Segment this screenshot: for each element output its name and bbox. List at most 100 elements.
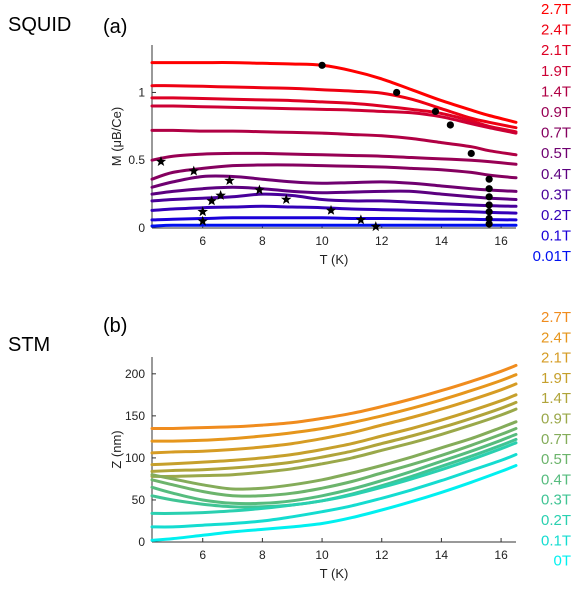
stm-legend-0T: 0T (553, 553, 571, 570)
squid-legend-1_9T: 1.9T (541, 63, 571, 80)
squid-series-0_5T (150, 174, 518, 193)
stm-series-0_1T (150, 453, 518, 529)
stm-legend-1_4T: 1.4T (541, 390, 571, 407)
squid-dot-marker (485, 214, 493, 223)
squid-x-axis-label: T (K) (320, 252, 349, 267)
squid-legend-0_7T: 0.7T (541, 125, 571, 142)
squid-series-0_4T (150, 185, 518, 201)
squid-legend-2_4T: 2.4T (541, 22, 571, 39)
squid-star-marker (224, 175, 235, 185)
squid-dot-marker (485, 201, 493, 209)
stm-series-0T (150, 464, 518, 542)
stm-legend-0_7T: 0.7T (541, 431, 571, 448)
stm-x-axis-label: T (K) (320, 566, 349, 581)
squid-series-0_01T (150, 223, 518, 228)
squid-star-marker (325, 204, 337, 215)
stm-series-0_2T (150, 441, 518, 515)
squid-dot-marker (485, 175, 493, 183)
squid-star-marker (197, 206, 208, 217)
squid-dot-marker (446, 121, 454, 129)
squid-x-tick-label: 12 (375, 234, 389, 248)
squid-legend-0_3T: 0.3T (541, 186, 571, 203)
stm-series-0_9T (150, 407, 518, 478)
stm-series-2_7T (150, 363, 518, 431)
squid-series-0_2T (150, 204, 518, 215)
squid-star-marker (254, 184, 265, 195)
squid-y-tick-label: 1 (138, 85, 145, 99)
squid-legend-1_4T: 1.4T (541, 83, 571, 100)
stm-series-0_4T (150, 432, 518, 506)
squid-legend-0_1T: 0.1T (541, 228, 571, 245)
stm-y-tick-label: 200 (125, 367, 145, 381)
squid-y-tick-label: 0 (138, 221, 145, 235)
squid-legend-0_01T: 0.01T (533, 248, 571, 265)
squid-series-2_7T (150, 61, 518, 124)
squid-star-marker (281, 194, 292, 204)
squid-series-2_4T (150, 84, 518, 130)
squid-series-0_1T (150, 216, 518, 222)
stm-series-2_4T (150, 373, 518, 443)
stm-series-1_4T (150, 400, 518, 473)
stm-legend-0_3T: 0.3T (541, 492, 571, 509)
squid-dot-marker (431, 107, 440, 116)
stm-series-2_1T (150, 382, 518, 455)
stm-legend-1_9T: 1.9T (541, 370, 571, 387)
squid-series-0_7T (150, 163, 518, 181)
squid-dot-marker (485, 208, 493, 216)
stm-x-tick-label: 8 (259, 548, 266, 562)
squid-y-tick-label: 0.5 (128, 153, 145, 167)
stm-legend-2_4T: 2.4T (541, 329, 571, 346)
squid-dot-marker (485, 220, 493, 228)
squid-series-0_9T (150, 151, 518, 166)
stm-y-tick-label: 150 (125, 409, 145, 423)
stm-x-tick-label: 10 (315, 548, 329, 562)
squid-x-tick-label: 10 (315, 234, 329, 248)
stm-x-tick-label: 14 (435, 548, 449, 562)
stm-legend-0_1T: 0.1T (541, 532, 571, 549)
stm-y-axis-label: Z (nm) (109, 430, 124, 468)
stm-series-0_5T (150, 427, 518, 498)
panel-a-label: (a) (103, 16, 127, 38)
squid-x-tick-label: 14 (435, 234, 449, 248)
stm-x-tick-label: 16 (494, 548, 508, 562)
squid-x-tick-label: 6 (199, 234, 206, 248)
panel-b-label: (b) (103, 315, 127, 337)
stm-y-tick-label: 0 (138, 535, 145, 549)
stm-y-tick-label: 100 (125, 451, 145, 465)
stm-series-0_7T (150, 420, 518, 491)
squid-label: SQUID (8, 14, 71, 36)
stm-legend-2_7T: 2.7T (541, 309, 571, 326)
squid-star-marker (206, 195, 217, 206)
squid-series-2_1T (150, 96, 518, 134)
squid-series-1_4T (150, 128, 518, 157)
squid-star-marker (215, 190, 226, 200)
squid-dot-marker (485, 185, 493, 193)
stm-legend-2_1T: 2.1T (541, 350, 571, 367)
squid-legend-0_2T: 0.2T (541, 207, 571, 224)
squid-dot-marker (485, 193, 493, 201)
squid-series-1_9T (150, 104, 518, 135)
squid-legend-2_1T: 2.1T (541, 42, 571, 59)
squid-legend-0_5T: 0.5T (541, 145, 571, 162)
stm-x-tick-label: 12 (375, 548, 389, 562)
squid-x-tick-label: 16 (494, 234, 508, 248)
squid-series-0_3T (150, 192, 518, 208)
stm-label: STM (8, 334, 50, 356)
squid-legend-0_4T: 0.4T (541, 166, 571, 183)
chart-stm: 6 8 10 12 14 16 0 50 100 150 200 T (K) Z (nm) 2.7T 2.4… (109, 309, 571, 581)
stm-series-1_9T (150, 393, 518, 467)
squid-dot-marker (467, 149, 475, 158)
squid-dot-marker (318, 61, 326, 69)
squid-star-marker (355, 214, 367, 225)
squid-dot-marker (393, 88, 401, 97)
stm-legend-0_2T: 0.2T (541, 512, 571, 529)
squid-y-axis-label: M (μB/Ce) (109, 107, 124, 167)
stm-x-tick-label: 6 (199, 548, 206, 562)
stm-y-tick-label: 50 (132, 493, 146, 507)
chart-squid: 6 8 10 12 14 16 0 0.5 1 T (K) M (μB/Ce) 2.7T 2.4T 2.1… (109, 1, 571, 267)
squid-legend-0_9T: 0.9T (541, 104, 571, 121)
stm-legend-0_5T: 0.5T (541, 451, 571, 468)
squid-star-marker (188, 165, 199, 176)
squid-legend-2_7T: 2.7T (541, 1, 571, 18)
squid-star-marker (370, 221, 381, 232)
